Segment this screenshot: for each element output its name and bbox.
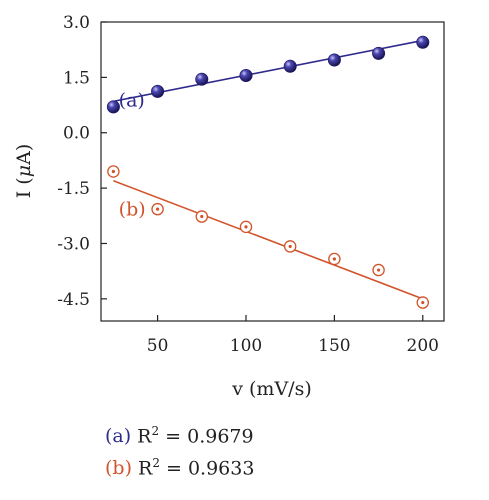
y-tick-label: 0.0: [63, 124, 90, 144]
y-tick-label: 3.0: [63, 13, 90, 33]
x-tick-label: 50: [147, 336, 169, 356]
plot-frame: [100, 21, 445, 322]
data-point-a: [239, 69, 253, 83]
data-point-b: [107, 165, 120, 178]
data-point-a: [106, 100, 120, 114]
data-point-b: [416, 296, 430, 309]
data-point-b: [195, 210, 209, 223]
series-label-b: (b): [119, 198, 146, 220]
fit-line-b: [113, 179, 424, 300]
legend-item-b: (b) R2 = 0.9633: [105, 456, 254, 479]
y-tick-label: 1.5: [63, 68, 90, 88]
data-point-a: [283, 59, 297, 73]
fit-line-a: [113, 39, 423, 103]
y-axis-title-greek: μ: [13, 165, 35, 177]
data-point-b: [151, 202, 164, 216]
x-tick-label: 150: [318, 336, 350, 356]
legend-value-b: = 0.9633: [159, 457, 255, 480]
y-tick-label: -3.0: [57, 234, 90, 254]
data-point-a: [327, 53, 341, 67]
data-point-a: [372, 46, 386, 60]
legend-value-a: = 0.9679: [159, 425, 254, 448]
y-tick-label: -4.5: [57, 290, 90, 310]
y-axis-title: I (μA): [13, 144, 35, 198]
legend-r-b: R: [138, 457, 153, 480]
data-point-a: [416, 35, 430, 49]
x-tick-label: 200: [407, 336, 439, 356]
data-point-b: [239, 220, 253, 234]
y-axis-title-pre: I (: [13, 177, 35, 198]
legend-tag-b: (b): [105, 457, 132, 480]
legend-item-a: (a) R2 = 0.9679: [105, 424, 254, 447]
legend-tag-a: (a): [105, 425, 132, 448]
data-point-a: [195, 72, 209, 86]
legend-r-a: R: [137, 425, 152, 448]
data-point-b: [328, 252, 341, 266]
legend-sup-a: 2: [151, 424, 160, 438]
data-point-b: [283, 240, 297, 253]
x-axis-title: v (mV/s): [231, 378, 312, 400]
x-tick-label: 100: [230, 336, 262, 356]
series-label-a: (a): [119, 90, 145, 112]
y-tick-label: -1.5: [57, 179, 90, 199]
legend-sup-b: 2: [152, 456, 160, 470]
y-axis-title-post: A): [13, 144, 35, 166]
data-point-a: [151, 84, 165, 98]
data-point-b: [372, 263, 385, 277]
